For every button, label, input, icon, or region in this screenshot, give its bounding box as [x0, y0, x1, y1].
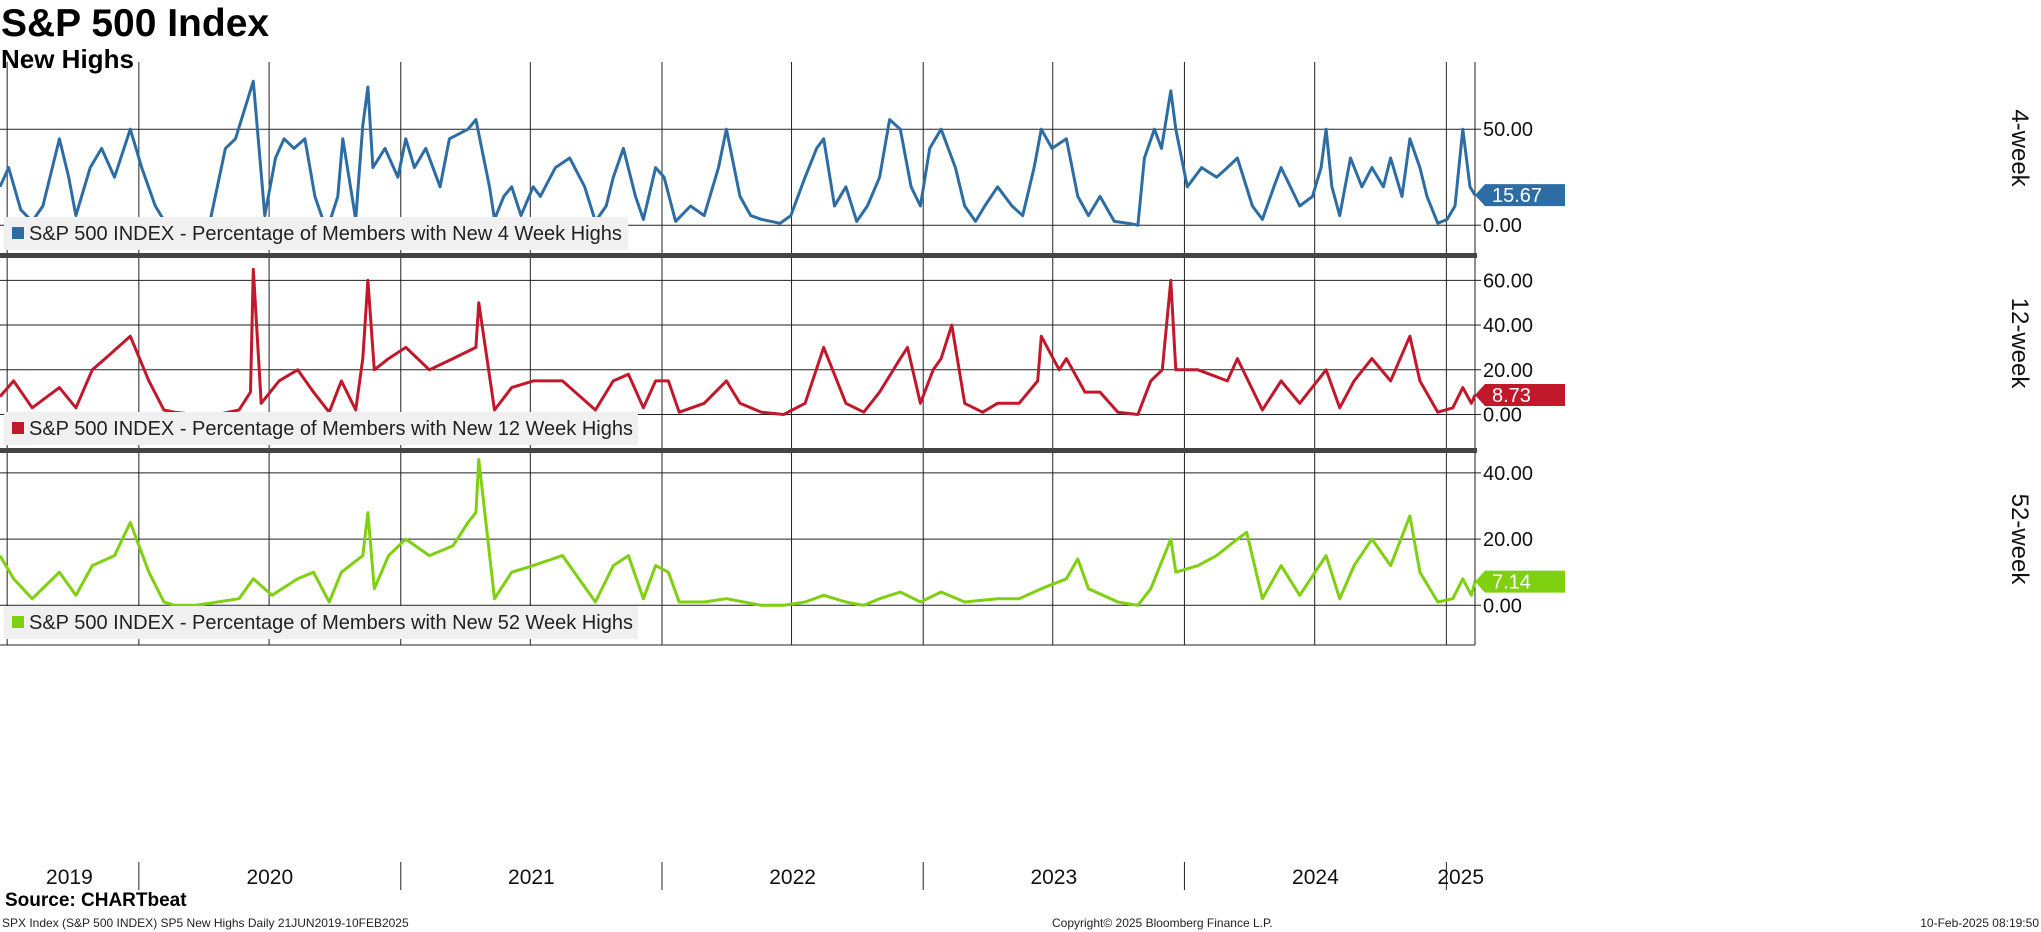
- x-year-label: 2025: [1437, 866, 1484, 889]
- y-tick-label: 60.00: [1483, 270, 1533, 292]
- y-tick-label: 50.00: [1483, 119, 1533, 141]
- panel-label-4-week: 4-week: [2006, 109, 2033, 187]
- series-line-52-week: [0, 460, 1475, 606]
- panel-label-52-week: 52-week: [2006, 494, 2033, 586]
- y-tick-label: 20.00: [1483, 360, 1533, 382]
- legend-swatch: [12, 616, 24, 628]
- legend-text: S&P 500 INDEX - Percentage of Members wi…: [29, 223, 622, 245]
- y-tick-label: 0.00: [1483, 595, 1522, 617]
- panel-label-12-week: 12-week: [2006, 298, 2033, 390]
- series-line-12-week: [0, 269, 1475, 414]
- footer-copyright: Copyright© 2025 Bloomberg Finance L.P.: [1052, 916, 1273, 930]
- last-value-label: 8.73: [1492, 385, 1531, 407]
- y-tick-label: 0.00: [1483, 215, 1522, 237]
- footer-ticker-info: SPX Index (S&P 500 INDEX) SP5 New Highs …: [2, 916, 409, 930]
- legend-text: S&P 500 INDEX - Percentage of Members wi…: [29, 418, 633, 440]
- source-note: Source: CHARTbeat: [5, 890, 187, 912]
- y-tick-label: 40.00: [1483, 463, 1533, 485]
- last-value-label: 15.67: [1492, 185, 1542, 207]
- x-year-label: 2020: [246, 866, 293, 889]
- panel-separator: [0, 448, 1477, 453]
- legend-swatch: [12, 422, 24, 434]
- y-tick-label: 40.00: [1483, 315, 1533, 337]
- series-line-4-week: [0, 81, 1475, 225]
- y-tick-label: 0.00: [1483, 404, 1522, 426]
- y-tick-label: 20.00: [1483, 529, 1533, 551]
- x-year-label: 2024: [1292, 866, 1339, 889]
- legend-swatch: [12, 227, 24, 239]
- x-year-label: 2021: [508, 866, 555, 889]
- panel-separator: [0, 253, 1477, 258]
- x-year-label: 2023: [1030, 866, 1077, 889]
- last-value-label: 7.14: [1492, 572, 1531, 594]
- legend-text: S&P 500 INDEX - Percentage of Members wi…: [29, 612, 633, 634]
- x-year-label: 2022: [769, 866, 816, 889]
- x-year-label: 2019: [46, 866, 93, 889]
- footer-timestamp: 10-Feb-2025 08:19:50: [1920, 916, 2039, 930]
